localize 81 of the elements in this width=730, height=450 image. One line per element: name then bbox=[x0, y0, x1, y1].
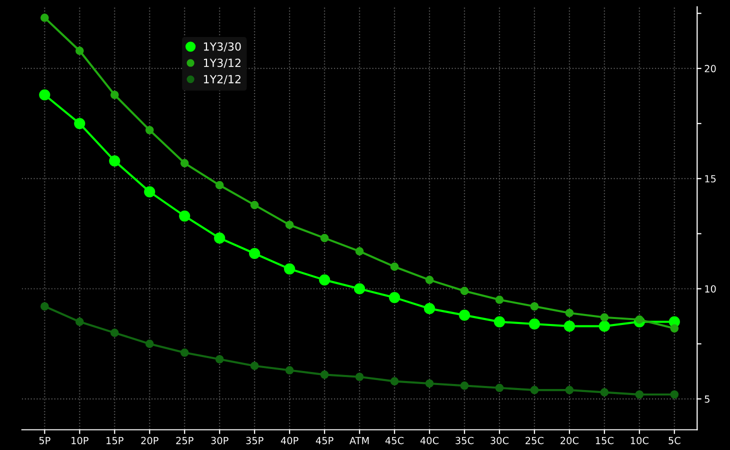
point bbox=[635, 390, 644, 399]
x-tick-label: 45P bbox=[316, 436, 334, 444]
point bbox=[215, 181, 224, 190]
x-tick-label: 10C bbox=[630, 436, 648, 444]
point bbox=[528, 318, 540, 330]
y-tick-label: 10 bbox=[705, 285, 716, 293]
point bbox=[390, 377, 399, 386]
point bbox=[600, 313, 609, 322]
point bbox=[458, 310, 470, 321]
x-tick-label: 30C bbox=[490, 436, 509, 444]
x-tick-label: 15P bbox=[106, 436, 124, 444]
point bbox=[109, 155, 120, 167]
point bbox=[495, 384, 504, 392]
x-tick-label: 15C bbox=[596, 436, 614, 444]
x-tick-label: 45C bbox=[385, 436, 404, 444]
point bbox=[425, 379, 434, 388]
point bbox=[284, 263, 296, 274]
point bbox=[564, 320, 576, 332]
point bbox=[670, 390, 679, 399]
point bbox=[250, 200, 259, 210]
x-tick-label: 35P bbox=[246, 436, 264, 444]
point bbox=[565, 386, 574, 394]
legend-label: 1Y3/12 bbox=[204, 58, 240, 68]
point bbox=[635, 315, 644, 324]
legend-label: 1Y2/12 bbox=[204, 74, 240, 84]
x-tick-label: ATM bbox=[349, 436, 369, 444]
point bbox=[145, 126, 154, 134]
legend-label: 1Y3/30 bbox=[204, 42, 241, 52]
point bbox=[320, 370, 329, 379]
point bbox=[285, 220, 294, 230]
x-tick-label: 5C bbox=[668, 436, 680, 444]
point bbox=[424, 303, 436, 314]
point bbox=[355, 372, 364, 382]
x-tick-label: 40P bbox=[280, 436, 298, 444]
point bbox=[180, 159, 189, 168]
point bbox=[39, 89, 50, 100]
point bbox=[460, 382, 469, 390]
point bbox=[214, 232, 226, 244]
point bbox=[600, 388, 609, 396]
x-tick-label: 35C bbox=[456, 436, 474, 444]
x-tick-label: 5P bbox=[39, 436, 50, 444]
point bbox=[74, 118, 86, 130]
point bbox=[110, 90, 119, 100]
point bbox=[215, 355, 224, 364]
point bbox=[110, 328, 119, 337]
y-tick-label: 20 bbox=[704, 64, 716, 72]
point bbox=[390, 262, 399, 271]
point bbox=[144, 186, 156, 198]
point bbox=[425, 276, 434, 284]
point bbox=[320, 234, 329, 242]
point bbox=[285, 366, 294, 374]
y-tick-label: 5 bbox=[704, 396, 710, 403]
point bbox=[249, 248, 260, 260]
x-tick-label: 25P bbox=[176, 436, 194, 444]
x-tick-label: 40C bbox=[420, 436, 439, 444]
x-tick-label: 20P bbox=[141, 436, 158, 444]
point bbox=[180, 348, 189, 357]
point bbox=[495, 296, 504, 304]
x-tick-label: 10P bbox=[72, 436, 88, 444]
point bbox=[75, 318, 84, 326]
x-tick-label: 20C bbox=[560, 436, 578, 444]
point bbox=[494, 316, 506, 328]
point bbox=[670, 324, 679, 333]
point bbox=[388, 292, 400, 304]
x-tick-label: 25C bbox=[526, 436, 544, 444]
point bbox=[145, 340, 154, 348]
point bbox=[354, 283, 366, 294]
point bbox=[250, 362, 259, 370]
y-tick-label: 15 bbox=[705, 175, 716, 182]
point bbox=[598, 320, 610, 332]
point bbox=[565, 308, 574, 318]
point bbox=[40, 14, 49, 22]
point bbox=[179, 210, 190, 222]
point bbox=[318, 274, 330, 286]
point bbox=[530, 302, 539, 311]
point bbox=[460, 286, 469, 296]
point bbox=[75, 46, 84, 55]
x-tick-label: 30P bbox=[211, 436, 228, 444]
point bbox=[530, 386, 539, 394]
point bbox=[40, 302, 49, 311]
point bbox=[355, 247, 364, 256]
